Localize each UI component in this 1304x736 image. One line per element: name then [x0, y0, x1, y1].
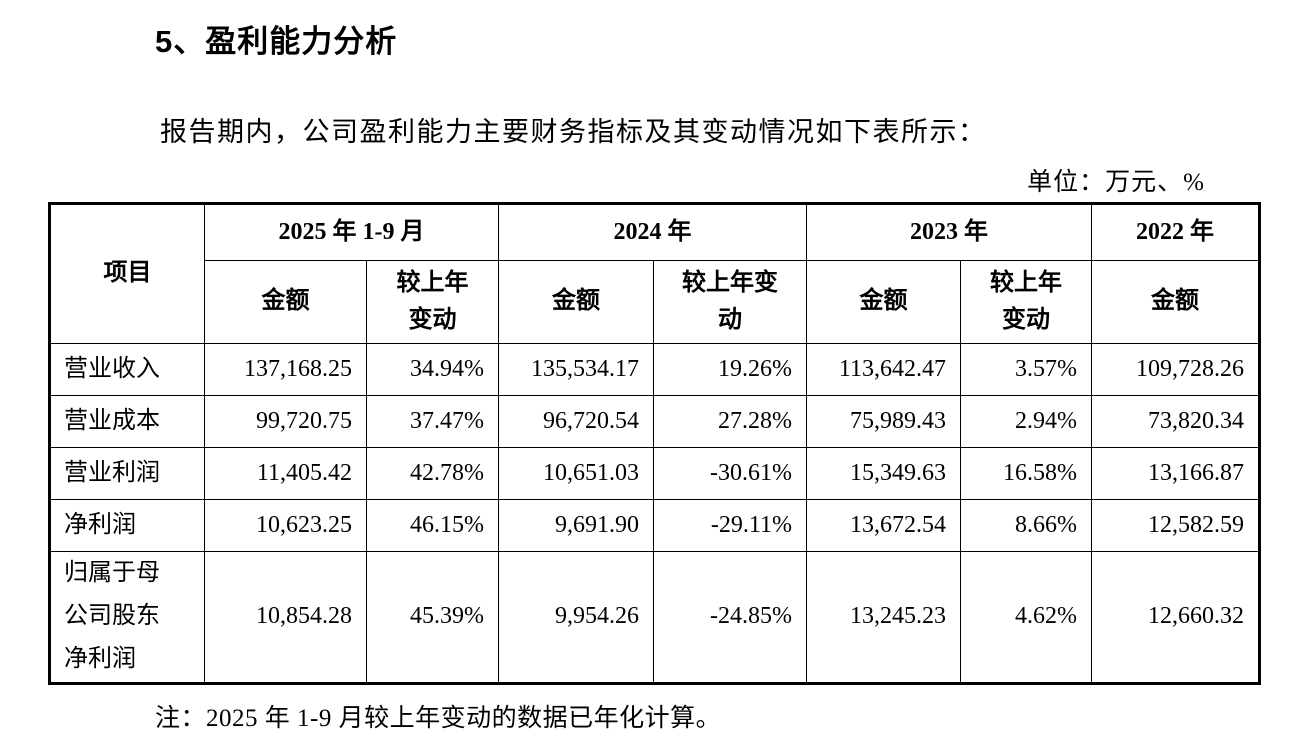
row-item-label: 营业收入 [49, 343, 205, 396]
cell-value: 4.62% [960, 551, 1092, 684]
header-period-2024: 2024 年 [498, 203, 807, 261]
cell-value: 34.94% [366, 343, 499, 396]
section-heading: 5、盈利能力分析 [155, 24, 398, 59]
cell-value: 9,954.26 [498, 551, 654, 684]
header-2023-change: 较上年 变动 [960, 260, 1092, 344]
cell-value: -30.61% [653, 447, 807, 500]
cell-value: 137,168.25 [204, 343, 367, 396]
cell-value: -24.85% [653, 551, 807, 684]
cell-value: -29.11% [653, 499, 807, 552]
header-2024-change: 较上年变 动 [653, 260, 807, 344]
table-row-operating-cost: 营业成本 99,720.75 37.47% 96,720.54 27.28% 7… [49, 395, 1260, 448]
header-period-2022: 2022 年 [1091, 203, 1260, 261]
cell-value: 12,582.59 [1091, 499, 1260, 552]
cell-value: 42.78% [366, 447, 499, 500]
unit-label: 单位：万元、% [1027, 169, 1205, 196]
cell-value: 2.94% [960, 395, 1092, 448]
table-row-net-profit-attributable: 归属于母 公司股东 净利润 10,854.28 45.39% 9,954.26 … [49, 551, 1260, 684]
row-item-label: 营业成本 [49, 395, 205, 448]
intro-paragraph: 报告期内，公司盈利能力主要财务指标及其变动情况如下表所示： [160, 117, 987, 147]
header-period-2025: 2025 年 1-9 月 [204, 203, 499, 261]
cell-value: 13,245.23 [806, 551, 961, 684]
cell-value: 46.15% [366, 499, 499, 552]
table-header-row-sub: 金额 较上年 变动 金额 较上年变 动 金额 较上年 变动 金额 [50, 260, 1260, 344]
cell-value: 11,405.42 [204, 447, 367, 500]
cell-value: 73,820.34 [1091, 395, 1260, 448]
cell-value: 99,720.75 [204, 395, 367, 448]
cell-value: 9,691.90 [498, 499, 654, 552]
cell-value: 113,642.47 [806, 343, 961, 396]
row-item-label: 净利润 [49, 499, 205, 552]
header-2023-amount: 金额 [806, 260, 961, 344]
cell-value: 135,534.17 [498, 343, 654, 396]
cell-value: 109,728.26 [1091, 343, 1260, 396]
header-2022-amount: 金额 [1091, 260, 1260, 344]
cell-value: 10,623.25 [204, 499, 367, 552]
table-footnote: 注：2025 年 1-9 月较上年变动的数据已年化计算。 [155, 705, 722, 732]
row-item-label: 营业利润 [49, 447, 205, 500]
cell-value: 19.26% [653, 343, 807, 396]
cell-value: 45.39% [366, 551, 499, 684]
cell-value: 75,989.43 [806, 395, 961, 448]
cell-value: 27.28% [653, 395, 807, 448]
cell-value: 10,854.28 [204, 551, 367, 684]
cell-value: 96,720.54 [498, 395, 654, 448]
cell-value: 12,660.32 [1091, 551, 1260, 684]
header-2025-amount: 金额 [204, 260, 367, 344]
cell-value: 3.57% [960, 343, 1092, 396]
header-2024-amount: 金额 [498, 260, 654, 344]
cell-value: 13,672.54 [806, 499, 961, 552]
cell-value: 10,651.03 [498, 447, 654, 500]
header-period-2023: 2023 年 [806, 203, 1092, 261]
table-row-operating-profit: 营业利润 11,405.42 42.78% 10,651.03 -30.61% … [49, 447, 1260, 500]
header-item: 项目 [49, 203, 205, 344]
header-2025-change: 较上年 变动 [366, 260, 499, 344]
cell-value: 8.66% [960, 499, 1092, 552]
cell-value: 15,349.63 [806, 447, 961, 500]
profitability-table: 项目 2025 年 1-9 月 2024 年 2023 年 2022 年 金额 … [48, 202, 1261, 685]
row-item-label: 归属于母 公司股东 净利润 [49, 551, 205, 684]
cell-value: 37.47% [366, 395, 499, 448]
cell-value: 16.58% [960, 447, 1092, 500]
table-header-row-years: 项目 2025 年 1-9 月 2024 年 2023 年 2022 年 [49, 203, 1260, 344]
table-row-net-profit: 净利润 10,623.25 46.15% 9,691.90 -29.11% 13… [49, 499, 1260, 552]
table-row-operating-revenue: 营业收入 137,168.25 34.94% 135,534.17 19.26%… [49, 343, 1260, 396]
cell-value: 13,166.87 [1091, 447, 1260, 500]
